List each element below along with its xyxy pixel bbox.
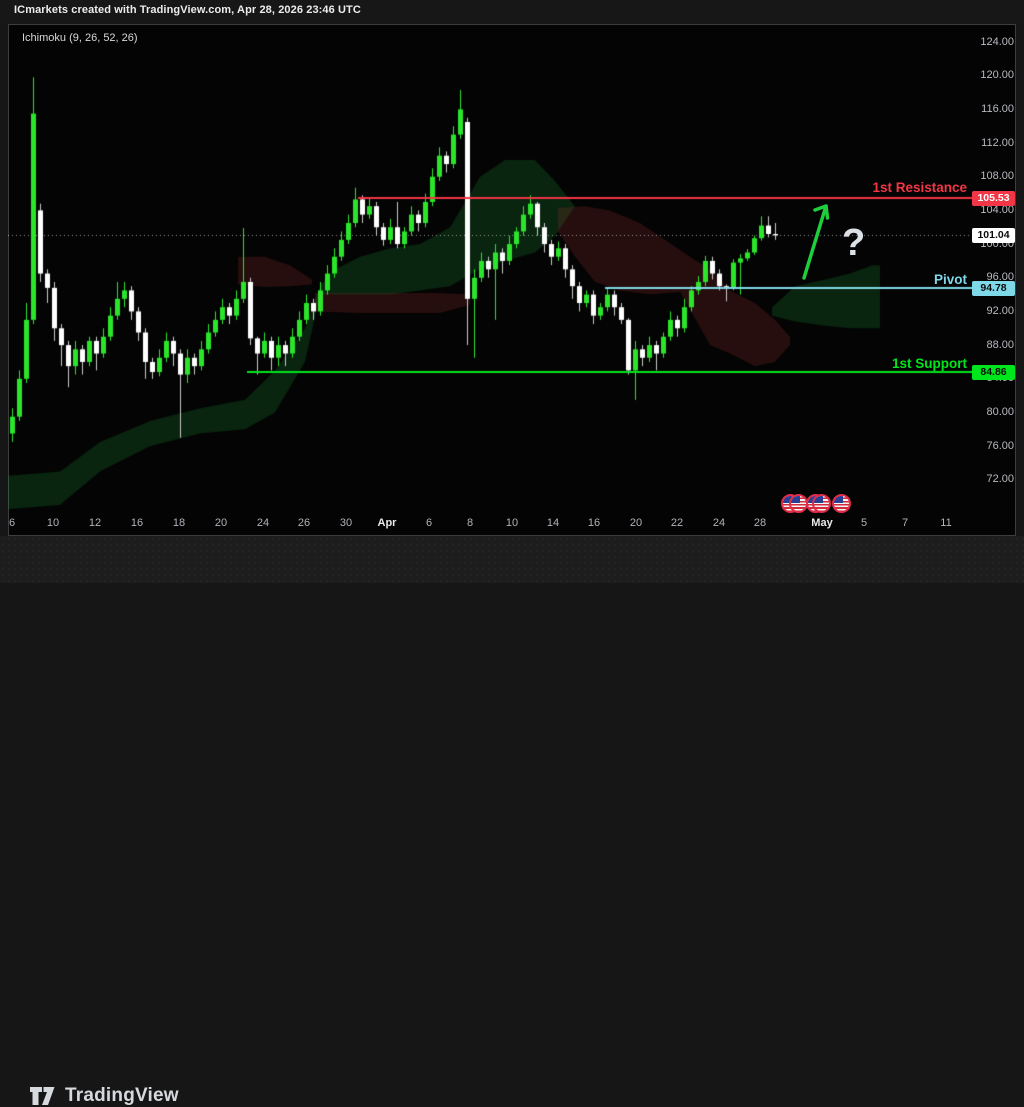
tradingview-logo-icon — [30, 1087, 55, 1105]
price-tick: 108.00 — [980, 170, 1014, 183]
time-tick: 16 — [587, 517, 601, 529]
time-tick: 22 — [670, 517, 684, 529]
price-tick: 124.00 — [980, 35, 1014, 48]
price-tick: 92.00 — [986, 304, 1014, 317]
time-tick: 26 — [297, 517, 311, 529]
time-tick: 5 — [860, 517, 868, 529]
time-tick: 24 — [712, 517, 726, 529]
indicator-label: Ichimoku (9, 26, 52, 26) — [22, 32, 138, 44]
time-tick: 16 — [130, 517, 144, 529]
price-chart-canvas[interactable] — [8, 24, 972, 536]
time-tick: 20 — [629, 517, 643, 529]
time-tick: 28 — [753, 517, 767, 529]
time-tick: 6 — [425, 517, 433, 529]
last-price-tag: 101.04 — [972, 228, 1015, 244]
time-tick: 18 — [172, 517, 186, 529]
time-tick: 30 — [339, 517, 353, 529]
price-tick: 104.00 — [980, 203, 1014, 216]
footer-bar: TradingView — [0, 536, 1024, 1106]
top-attribution-bar: ICmarkets created with TradingView.com, … — [0, 0, 1024, 24]
us-flag-icon[interactable] — [812, 494, 831, 513]
price-tick: 80.00 — [986, 405, 1014, 418]
time-tick: 12 — [88, 517, 102, 529]
resistance-price-tag: 105.53 — [972, 190, 1015, 206]
question-mark-annotation[interactable]: ? — [842, 222, 866, 264]
price-tick: 96.00 — [986, 271, 1014, 284]
time-tick: 14 — [546, 517, 560, 529]
support-price-tag: 84.86 — [972, 364, 1015, 380]
price-tick: 120.00 — [980, 69, 1014, 82]
attribution-text: ICmarkets created with TradingView.com, … — [14, 4, 361, 16]
tradingview-logo[interactable]: TradingView — [30, 1085, 179, 1107]
price-tick: 72.00 — [986, 473, 1014, 486]
time-tick: 8 — [466, 517, 474, 529]
pivot-price-tag: 94.78 — [972, 281, 1015, 297]
time-tick: Apr — [377, 517, 397, 529]
price-tick: 116.00 — [981, 102, 1014, 115]
support-label: 1st Support — [891, 356, 967, 371]
price-tick: 76.00 — [986, 439, 1014, 452]
time-tick: 24 — [256, 517, 270, 529]
pivot-label: Pivot — [933, 272, 967, 287]
tradingview-brand-text: TradingView — [65, 1085, 179, 1106]
time-tick: 6 — [8, 517, 16, 529]
resistance-label: 1st Resistance — [872, 180, 967, 195]
time-tick: 10 — [505, 517, 519, 529]
price-tick: 112.00 — [981, 136, 1014, 149]
time-tick: May — [811, 517, 833, 529]
time-tick: 20 — [214, 517, 228, 529]
time-tick: 11 — [940, 517, 952, 529]
time-tick: 10 — [46, 517, 60, 529]
us-flag-icon[interactable] — [832, 494, 851, 513]
price-tick: 88.00 — [986, 338, 1014, 351]
time-tick: 7 — [901, 517, 909, 529]
